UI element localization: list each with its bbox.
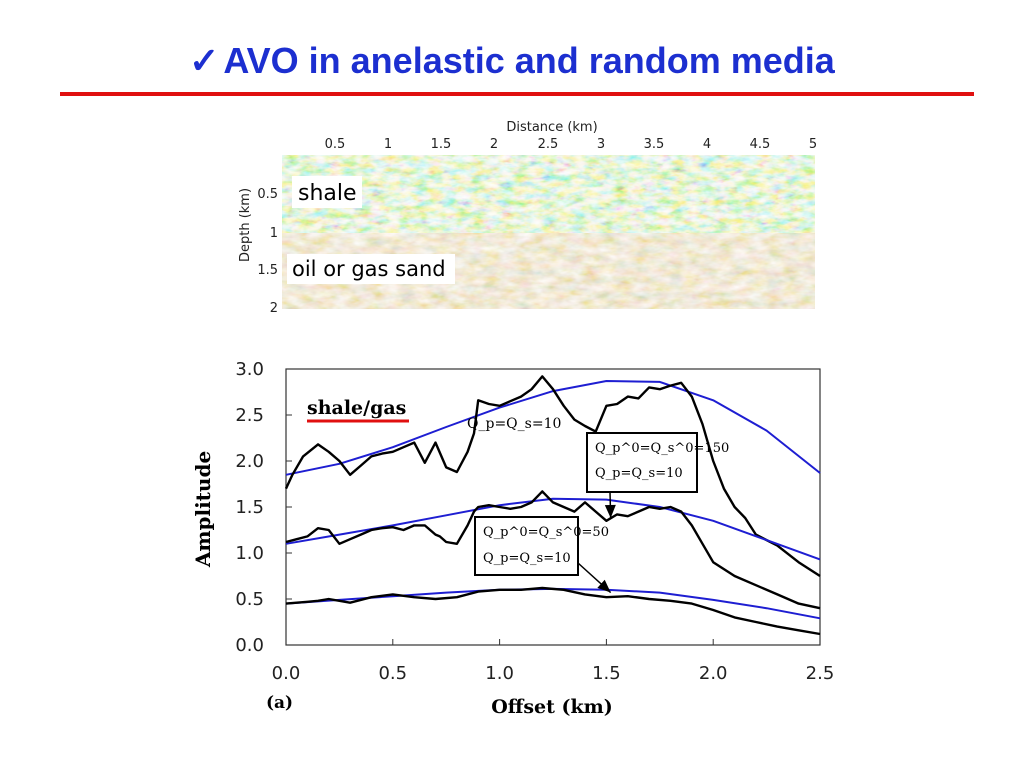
series-line-4 <box>285 490 821 610</box>
series-line-5 <box>285 587 821 620</box>
y-axis-label: Amplitude <box>191 451 215 568</box>
model-y-axis-label: Depth (km) <box>238 188 253 262</box>
y-tick-label: 0.0 <box>235 635 264 656</box>
sand-label-bg <box>287 254 455 284</box>
sand-label: oil or gas sand <box>292 257 446 281</box>
model-y-ticks: 0.5 1 1.5 2 <box>257 187 278 316</box>
model-x-tick: 2 <box>490 137 498 152</box>
y-tick-label: 1.0 <box>235 543 264 564</box>
title-rule <box>60 92 974 96</box>
x-tick-label: 1.0 <box>485 663 514 684</box>
x-tick-label: 2.5 <box>806 663 835 684</box>
x-tick-label: 2.0 <box>699 663 728 684</box>
shale-layer <box>282 155 815 233</box>
model-x-tick: 3.5 <box>644 137 665 152</box>
model-x-tick: 3 <box>597 137 605 152</box>
annotation-3-line-1: Q_p^0=Q_s^0=50 <box>483 525 609 540</box>
y-tick-label: 1.5 <box>235 497 264 518</box>
annotation-1-text: Q_p=Q_s=10 <box>467 416 561 432</box>
annotation-3-line-2: Q_p=Q_s=10 <box>483 551 571 566</box>
model-x-tick: 2.5 <box>538 137 559 152</box>
x-axis-label: Offset (km) <box>491 696 613 718</box>
model-x-tick: 4.5 <box>750 137 771 152</box>
annotation-2-box <box>586 432 698 493</box>
model-y-tick: 1.5 <box>257 263 278 278</box>
series-line-6 <box>285 586 821 636</box>
annotation-3-box <box>474 516 579 576</box>
model-x-tick: 1.5 <box>431 137 452 152</box>
annotation-2-line-2: Q_p=Q_s=10 <box>595 466 683 481</box>
x-tick-label: 1.5 <box>592 663 621 684</box>
model-x-tick: 4 <box>703 137 711 152</box>
annotation-arrowhead <box>597 579 611 593</box>
axis-ticks: 0.0 0.5 1.0 1.5 2.0 2.5 0.0 0.5 1.0 1.5 2.0 2.5 3.0 <box>235 359 834 684</box>
series-layer <box>284 375 821 636</box>
model-y-tick: 2 <box>270 301 278 316</box>
legend-text: shale/gas <box>307 397 406 419</box>
annotation-1: Q_p=Q_s=10 <box>467 416 561 432</box>
model-x-tick: 5 <box>809 137 817 152</box>
series-line-2 <box>284 375 821 578</box>
y-tick-label: 3.0 <box>235 359 264 380</box>
panel-label: (a) <box>266 693 293 713</box>
model-x-tick: 1 <box>384 137 392 152</box>
shale-label: shale <box>298 181 357 206</box>
shale-label-bg <box>292 176 362 208</box>
model-y-tick: 1 <box>270 226 278 241</box>
slide-title: ✓ AVO in anelastic and random media <box>0 40 1024 82</box>
x-tick-label: 0.0 <box>272 663 301 684</box>
annotation-arrowhead <box>604 504 616 519</box>
annotation-arrows <box>577 491 616 594</box>
y-tick-label: 0.5 <box>235 589 264 610</box>
model-y-tick: 0.5 <box>257 187 278 202</box>
title-text: AVO in anelastic and random media <box>223 40 835 81</box>
model-x-tick: 0.5 <box>325 137 346 152</box>
y-tick-label: 2.5 <box>235 405 264 426</box>
checkmark-icon: ✓ <box>189 40 220 81</box>
y-tick-label: 2.0 <box>235 451 264 472</box>
annotation-2-line-1: Q_p^0=Q_s^0=150 <box>595 441 729 456</box>
x-tick-label: 0.5 <box>378 663 407 684</box>
model-x-axis-label: Distance (km) <box>506 120 597 135</box>
model-x-ticks: 0.5 1 1.5 2 2.5 3 3.5 4 4.5 5 <box>325 137 817 152</box>
